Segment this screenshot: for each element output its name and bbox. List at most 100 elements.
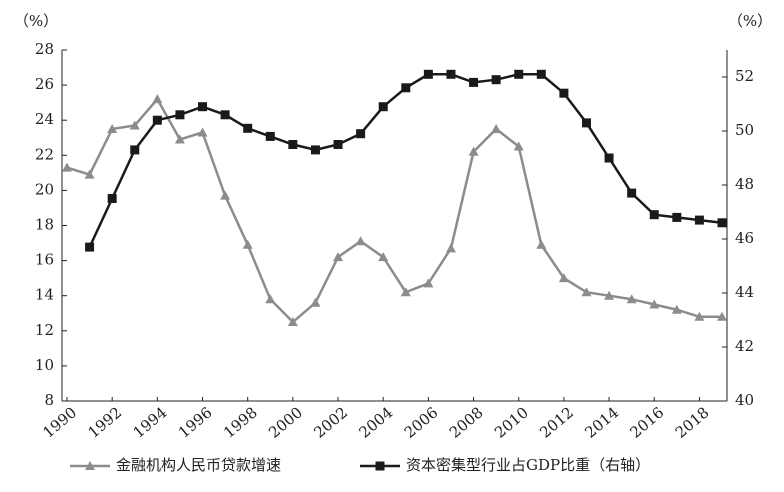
y2-tick-label: 46 <box>735 229 754 247</box>
point <box>265 294 276 304</box>
y-tick-label: 14 <box>35 286 54 304</box>
point <box>355 236 366 246</box>
point <box>198 102 208 112</box>
point <box>717 218 727 228</box>
point <box>310 297 321 307</box>
y-tick-label: 26 <box>35 75 54 93</box>
point <box>423 69 433 79</box>
y2-tick-label: 40 <box>735 391 754 409</box>
point <box>671 304 682 314</box>
x-tick-label: 1998 <box>220 403 261 441</box>
point <box>514 69 524 79</box>
point <box>649 299 660 309</box>
point <box>85 461 95 470</box>
x-tick-label: 2004 <box>356 403 397 441</box>
point <box>581 287 592 297</box>
point <box>694 311 705 321</box>
point <box>536 69 546 79</box>
x-tick-label: 2014 <box>581 403 622 441</box>
point <box>469 77 479 87</box>
point <box>287 317 298 327</box>
x-tick-label: 2018 <box>672 403 713 441</box>
point <box>310 145 320 155</box>
point <box>220 110 230 120</box>
point <box>627 188 637 198</box>
point <box>175 110 185 120</box>
legend-label: 金融机构人民币贷款增速 <box>116 456 281 474</box>
point <box>220 190 231 200</box>
y-axis-unit: （%） <box>14 12 58 30</box>
y2-tick-label: 42 <box>735 337 754 355</box>
point <box>446 69 456 79</box>
point <box>604 153 614 163</box>
x-tick-label: 2012 <box>536 403 577 441</box>
x-tick-label: 1990 <box>39 403 80 441</box>
y-tick-label: 20 <box>35 180 54 198</box>
point <box>378 252 389 262</box>
series-line <box>66 96 722 324</box>
point <box>333 140 343 149</box>
point <box>333 252 344 262</box>
point <box>400 287 411 297</box>
y-tick-label: 16 <box>35 251 54 269</box>
point <box>243 123 253 133</box>
x-tick-label: 2002 <box>310 403 351 441</box>
point <box>152 94 163 104</box>
x-tick-label: 2010 <box>491 403 532 441</box>
point <box>242 239 253 249</box>
series-line <box>88 73 723 248</box>
point <box>288 140 298 149</box>
point <box>129 120 140 130</box>
point <box>513 141 524 151</box>
point <box>626 294 637 304</box>
point <box>174 134 185 144</box>
point <box>536 239 547 249</box>
point <box>559 88 569 98</box>
point <box>445 243 456 253</box>
point <box>152 115 162 125</box>
point <box>85 242 95 252</box>
y-tick-label: 12 <box>35 321 54 339</box>
y2-axis-unit: （%） <box>728 12 772 30</box>
y2-tick-label: 48 <box>735 175 754 193</box>
x-tick-label: 1994 <box>130 403 171 441</box>
y-tick-label: 10 <box>35 356 54 374</box>
x-tick-label: 2016 <box>627 403 668 441</box>
point <box>604 290 615 300</box>
point <box>401 83 411 93</box>
point <box>694 215 704 225</box>
point <box>375 461 385 471</box>
point <box>581 118 591 128</box>
y-tick-label: 28 <box>35 40 54 58</box>
legend-label: 资本密集型行业占GDP比重（右轴） <box>406 456 650 474</box>
y-tick-label: 8 <box>44 391 54 409</box>
point <box>378 102 388 112</box>
point <box>84 169 95 179</box>
point <box>672 212 682 222</box>
y-tick-label: 24 <box>35 110 54 128</box>
point <box>197 127 208 137</box>
point <box>107 123 118 133</box>
x-tick-label: 2000 <box>265 403 306 441</box>
point <box>491 123 502 133</box>
point <box>468 146 479 156</box>
point <box>62 162 72 172</box>
point <box>423 278 434 288</box>
x-tick-label: 1992 <box>84 403 125 441</box>
y2-tick-label: 50 <box>735 121 754 139</box>
point <box>717 311 727 321</box>
point <box>558 273 569 283</box>
point <box>491 75 501 85</box>
y-tick-label: 22 <box>35 145 54 163</box>
point <box>265 131 275 141</box>
y-tick-label: 18 <box>35 216 54 234</box>
x-tick-label: 2006 <box>401 403 442 441</box>
x-tick-label: 1996 <box>175 403 216 441</box>
point <box>356 129 366 139</box>
x-tick-label: 2008 <box>446 403 487 441</box>
y2-tick-label: 52 <box>735 67 754 85</box>
point <box>107 194 117 203</box>
point <box>649 210 659 220</box>
point <box>130 145 140 155</box>
